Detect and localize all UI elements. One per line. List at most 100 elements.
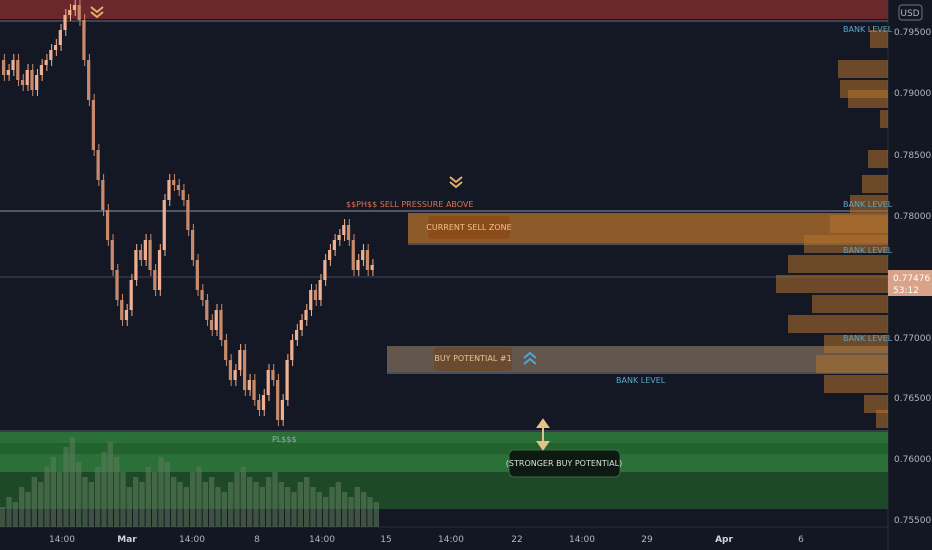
candle-body — [280, 400, 284, 420]
price-tick-label: 0.75500 — [894, 516, 931, 526]
bank-level-label-3: BANK LEVEL — [843, 246, 893, 255]
stronger-buy-tag: (STRONGER BUY POTENTIAL) — [506, 449, 622, 478]
volume-bar — [171, 477, 177, 527]
time-axis-ticks[interactable]: 14:00 Mar 14:00 8 14:00 15 14:00 22 14:00 29 Apr 6 — [49, 535, 804, 545]
volume-bar — [164, 462, 170, 527]
candle-body — [209, 320, 214, 330]
candle-body — [342, 225, 346, 235]
candle-body — [370, 265, 374, 270]
candle-body — [20, 80, 25, 85]
volume-bar — [304, 477, 310, 527]
double-chevron-down-icon — [90, 6, 104, 19]
volume-profile-bar — [824, 335, 888, 353]
volume-profile-bar — [824, 375, 888, 393]
candle-body — [44, 60, 48, 65]
candle-body — [318, 280, 322, 300]
candle-body — [365, 250, 370, 270]
bank-level-label-5: BANK LEVEL — [616, 376, 666, 385]
volume-bar — [310, 487, 316, 527]
volume-bar — [69, 437, 75, 527]
candle-body — [87, 60, 91, 100]
volume-profile-bar — [788, 315, 888, 333]
candle-body — [247, 380, 251, 390]
candle-body — [139, 250, 143, 260]
volume-profile — [776, 30, 888, 428]
candle-body — [96, 150, 100, 180]
candle-body — [261, 395, 266, 410]
volume-bar — [120, 472, 126, 527]
volume-bar — [266, 477, 272, 527]
volume-profile-bar — [848, 90, 888, 108]
candle-body — [186, 200, 190, 230]
volume-profile-bar — [830, 215, 888, 233]
candle-body — [25, 70, 29, 85]
volume-bar — [139, 482, 145, 527]
volume-bar — [202, 482, 208, 527]
candle-body — [2, 60, 6, 75]
price-tick-label: 0.77000 — [894, 334, 931, 344]
candle-body — [101, 180, 105, 210]
volume-bar — [285, 487, 291, 527]
volume-bar — [126, 487, 132, 527]
time-axis-panel[interactable] — [0, 527, 888, 550]
current-price-tag: 0.77476 53:12 — [888, 270, 932, 296]
volume-bar — [183, 487, 189, 527]
candle-body — [30, 70, 34, 90]
candle-body — [304, 310, 308, 320]
candle-body — [285, 360, 289, 400]
time-tick-label: Mar — [117, 535, 137, 545]
candle-body — [191, 230, 195, 260]
red-resistance-zone — [0, 0, 888, 19]
volume-bar — [88, 482, 94, 527]
candle-body — [120, 300, 124, 320]
candle-body — [290, 340, 294, 360]
volume-bar — [215, 487, 221, 527]
candle-body — [91, 100, 95, 150]
volume-bar — [329, 487, 335, 527]
volume-bar — [342, 492, 348, 527]
volume-bar — [272, 472, 278, 527]
volume-bar — [373, 502, 379, 527]
green-zone-mid — [0, 443, 888, 454]
volume-bar — [234, 472, 240, 527]
candle-body — [252, 380, 256, 400]
candle-body — [115, 270, 119, 300]
time-tick-label: 6 — [798, 535, 804, 545]
volume-bar — [76, 462, 82, 527]
volume-bar — [114, 457, 120, 527]
volume-bar — [38, 482, 44, 527]
volume-bar — [158, 457, 164, 527]
volume-bar — [253, 482, 259, 527]
candle-body — [124, 310, 129, 320]
double-arrow-vertical-icon — [536, 418, 550, 451]
candle-body — [328, 250, 332, 260]
time-tick-label: 22 — [511, 535, 522, 545]
bank-level-label-2: BANK LEVEL — [843, 200, 893, 209]
candle-body — [134, 250, 138, 280]
candle-body — [266, 370, 270, 395]
candle-body — [332, 240, 336, 250]
volume-profile-bar — [880, 110, 888, 128]
candle-body — [162, 200, 166, 250]
volume-bar — [247, 477, 253, 527]
candle-body — [242, 350, 247, 390]
currency-badge[interactable]: USD — [898, 4, 923, 21]
candle-body — [214, 310, 218, 330]
volume-bars — [0, 437, 379, 527]
candle-body — [6, 70, 10, 75]
buy-potential-label: BUY POTENTIAL #1 — [434, 354, 511, 363]
candle-body — [309, 290, 313, 310]
volume-profile-bar — [850, 195, 888, 213]
price-tick-label: 0.79500 — [894, 28, 931, 38]
double-chevron-up-icon — [523, 351, 537, 365]
volume-bar — [348, 497, 354, 527]
candle-body — [72, 5, 77, 10]
bank-level-label-1: BANK LEVEL — [843, 25, 893, 34]
volume-bar — [107, 442, 113, 527]
candle-body — [105, 210, 110, 240]
volume-bar — [240, 467, 246, 527]
volume-bar — [63, 447, 69, 527]
candle-body — [294, 330, 299, 340]
pl-label: PL$$$ — [272, 435, 297, 444]
